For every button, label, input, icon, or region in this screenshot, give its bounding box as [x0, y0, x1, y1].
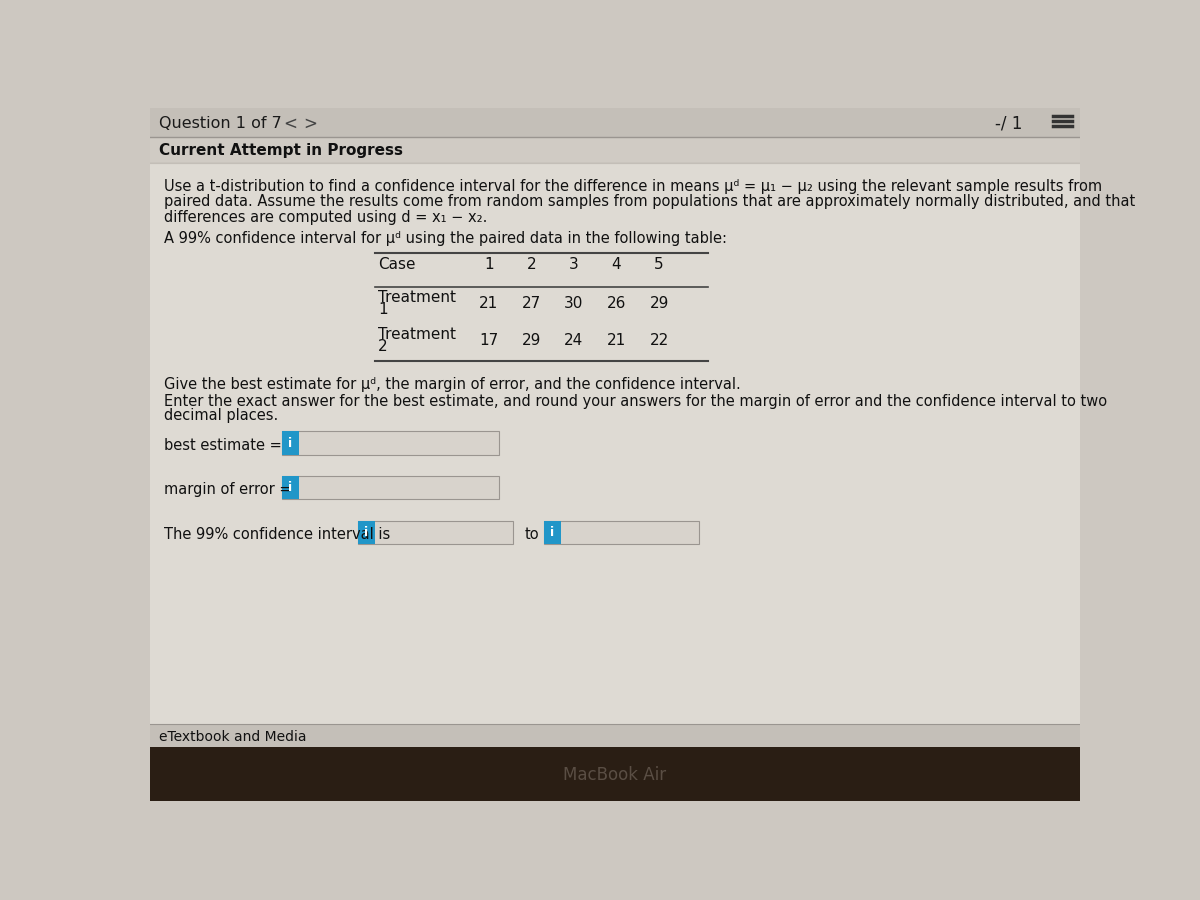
Text: 1: 1 [378, 302, 388, 317]
Text: 4: 4 [612, 256, 622, 272]
Text: >: > [304, 115, 318, 133]
Text: Treatment: Treatment [378, 290, 456, 305]
Text: 3: 3 [569, 256, 578, 272]
Text: 2: 2 [378, 339, 388, 354]
Text: Use a t-distribution to find a confidence interval for the difference in means μ: Use a t-distribution to find a confidenc… [164, 179, 1102, 194]
Bar [544, 521, 560, 544]
Text: to: to [526, 526, 540, 542]
Bar [150, 138, 1080, 164]
Bar [358, 521, 374, 544]
Text: The 99% confidence interval is: The 99% confidence interval is [164, 526, 390, 542]
Text: 29: 29 [649, 296, 668, 310]
Text: 21: 21 [607, 333, 626, 347]
Text: 1: 1 [484, 256, 493, 272]
Text: i: i [364, 526, 368, 539]
Bar [282, 431, 299, 454]
Text: Give the best estimate for μᵈ, the margin of error, and the confidence interval.: Give the best estimate for μᵈ, the margi… [164, 377, 740, 392]
Text: differences are computed using d = x₁ − x₂.: differences are computed using d = x₁ − … [164, 210, 487, 225]
Text: 22: 22 [649, 333, 668, 347]
Text: Treatment: Treatment [378, 327, 456, 342]
Bar [150, 724, 1080, 747]
Bar [358, 521, 512, 544]
Text: MacBook Air: MacBook Air [564, 767, 666, 785]
Text: 2: 2 [527, 256, 536, 272]
Text: <: < [283, 115, 298, 133]
Text: A 99% confidence interval for μᵈ using the paired data in the following table:: A 99% confidence interval for μᵈ using t… [164, 231, 727, 247]
Text: Current Attempt in Progress: Current Attempt in Progress [160, 142, 403, 157]
Text: -/ 1: -/ 1 [995, 115, 1022, 133]
Text: margin of error =: margin of error = [164, 482, 292, 497]
Text: i: i [288, 436, 293, 450]
Bar [282, 431, 499, 454]
Text: 24: 24 [564, 333, 583, 347]
Bar [150, 747, 1080, 801]
Text: 26: 26 [607, 296, 626, 310]
Text: 27: 27 [522, 296, 541, 310]
Bar [282, 476, 299, 500]
Text: eTextbook and Media: eTextbook and Media [160, 730, 307, 744]
Text: 17: 17 [479, 333, 498, 347]
Text: Enter the exact answer for the best estimate, and round your answers for the mar: Enter the exact answer for the best esti… [164, 394, 1108, 410]
Text: 30: 30 [564, 296, 583, 310]
Text: best estimate =: best estimate = [164, 437, 282, 453]
Bar [150, 108, 1080, 138]
Text: decimal places.: decimal places. [164, 409, 278, 423]
Text: Case: Case [378, 256, 415, 272]
Text: 29: 29 [522, 333, 541, 347]
Bar [544, 521, 698, 544]
Text: 21: 21 [479, 296, 498, 310]
Text: Question 1 of 7: Question 1 of 7 [160, 116, 282, 130]
Text: i: i [288, 482, 293, 494]
Bar [282, 476, 499, 500]
Bar [150, 164, 1080, 724]
Text: paired data. Assume the results come from random samples from populations that a: paired data. Assume the results come fro… [164, 194, 1135, 209]
Text: 5: 5 [654, 256, 664, 272]
Text: i: i [550, 526, 554, 539]
